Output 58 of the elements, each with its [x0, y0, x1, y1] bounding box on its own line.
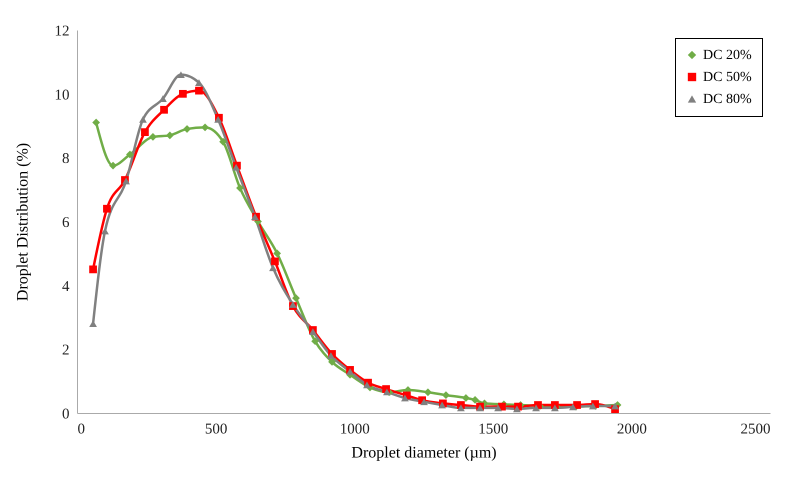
legend-label: DC 80% [703, 92, 752, 107]
point [292, 294, 300, 302]
point [92, 118, 100, 126]
point [328, 358, 336, 366]
point [611, 402, 619, 410]
x-tick-label: 0 [78, 422, 85, 438]
legend-label: DC 50% [703, 70, 752, 85]
point [471, 396, 479, 404]
y-tick-label: 0 [62, 406, 70, 422]
point [101, 228, 109, 234]
point [195, 79, 203, 86]
point [214, 116, 222, 123]
point [424, 388, 432, 396]
point [89, 266, 97, 274]
point [442, 391, 450, 399]
point [311, 337, 319, 346]
point [126, 150, 134, 158]
point [457, 404, 465, 412]
x-tick-label: 500 [204, 422, 228, 438]
point [201, 123, 209, 132]
point [236, 184, 244, 192]
point [179, 90, 187, 98]
point [513, 405, 521, 412]
point [183, 125, 191, 133]
x-tick-label: 2000 [616, 422, 647, 438]
y-tick-label: 10 [54, 87, 70, 104]
point [462, 394, 470, 402]
y-axis-title: Droplet Distribution (%) [14, 142, 32, 302]
point [494, 404, 502, 412]
point [569, 404, 577, 410]
point [219, 138, 227, 146]
point [177, 71, 185, 78]
point [273, 250, 282, 258]
point [363, 382, 371, 388]
legend-label: DC 20% [703, 48, 752, 63]
point [109, 162, 117, 170]
point [532, 404, 540, 412]
point [195, 86, 203, 95]
point [141, 128, 149, 136]
y-tick-label: 4 [62, 278, 70, 295]
point [269, 264, 277, 272]
x-axis-title: Droplet diameter (µm) [351, 444, 497, 462]
point [401, 394, 409, 402]
x-tick-label: 1000 [340, 422, 370, 438]
point [166, 131, 174, 140]
point [271, 258, 279, 266]
point [159, 95, 167, 102]
point [588, 402, 597, 410]
x-tick-label: 1500 [478, 422, 508, 438]
point [149, 133, 157, 141]
y-tick-label: 2 [62, 342, 70, 359]
point [139, 116, 147, 123]
y-tick-label: 8 [62, 151, 70, 168]
x-tick-label: 2500 [740, 422, 770, 438]
point [160, 106, 168, 114]
y-tick-label: 12 [54, 24, 70, 40]
point [103, 204, 111, 213]
y-tick-label: 6 [62, 215, 70, 231]
